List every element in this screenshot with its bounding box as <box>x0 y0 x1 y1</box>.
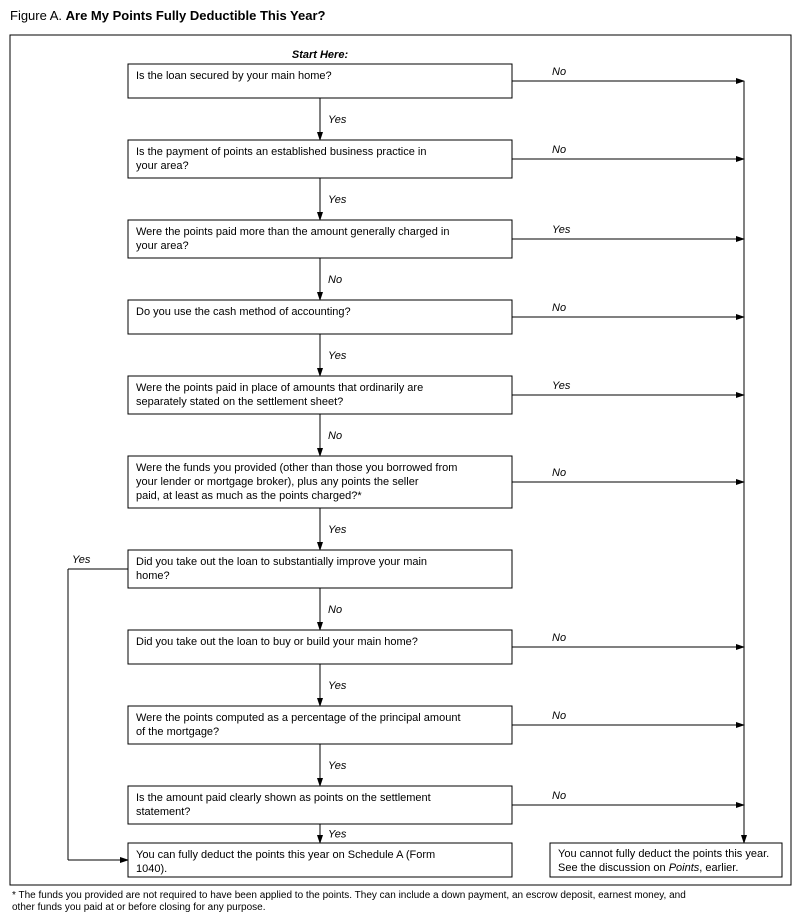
question-text-q10: statement? <box>136 806 190 818</box>
result-success-text: 1040). <box>136 863 167 875</box>
footnote: * The funds you provided are not require… <box>12 890 686 901</box>
down-label-q10: Yes <box>328 829 347 841</box>
side-label-q5: Yes <box>552 380 571 392</box>
question-text-q6: your lender or mortgage broker), plus an… <box>136 476 419 488</box>
down-label-q9: Yes <box>328 760 347 772</box>
side-label-q2: No <box>552 144 566 156</box>
down-label-q1: Yes <box>328 114 347 126</box>
svg-text:Figure A. Are My Points Fully: Figure A. Are My Points Fully Deductible… <box>10 8 326 23</box>
question-text-q2: your area? <box>136 160 189 172</box>
question-text-q3: your area? <box>136 240 189 252</box>
question-text-q9: of the mortgage? <box>136 726 219 738</box>
result-success-text: You can fully deduct the points this yea… <box>136 849 435 861</box>
side-label-q10: No <box>552 790 566 802</box>
down-label-q6: Yes <box>328 524 347 536</box>
down-label-q8: Yes <box>328 680 347 692</box>
side-label-q8: No <box>552 632 566 644</box>
question-text-q6: Were the funds you provided (other than … <box>136 462 457 474</box>
side-label-q1: No <box>552 66 566 78</box>
question-text-q5: separately stated on the settlement shee… <box>136 396 343 408</box>
side-label-q7: Yes <box>72 554 91 566</box>
down-label-q3: No <box>328 274 342 286</box>
result-fail-text: You cannot fully deduct the points this … <box>558 848 769 860</box>
question-text-q10: Is the amount paid clearly shown as poin… <box>136 792 431 804</box>
question-text-q8: Did you take out the loan to buy or buil… <box>136 636 418 648</box>
footnote: other funds you paid at or before closin… <box>12 902 266 913</box>
result-fail-text-2: See the discussion on Points, earlier. <box>558 862 738 874</box>
side-label-q3: Yes <box>552 224 571 236</box>
figure-title: Figure A. Are My Points Fully Deductible… <box>10 8 326 23</box>
question-text-q1: Is the loan secured by your main home? <box>136 70 332 82</box>
side-label-q9: No <box>552 710 566 722</box>
question-text-q9: Were the points computed as a percentage… <box>136 712 461 724</box>
question-text-q5: Were the points paid in place of amounts… <box>136 382 423 394</box>
question-text-q2: Is the payment of points an established … <box>136 146 426 158</box>
side-label-q4: No <box>552 302 566 314</box>
question-text-q4: Do you use the cash method of accounting… <box>136 306 351 318</box>
start-here-label: Start Here: <box>292 49 349 61</box>
side-label-q6: No <box>552 467 566 479</box>
question-text-q7: Did you take out the loan to substantial… <box>136 556 427 568</box>
question-text-q7: home? <box>136 570 170 582</box>
down-label-q5: No <box>328 430 342 442</box>
down-label-q2: Yes <box>328 194 347 206</box>
question-text-q3: Were the points paid more than the amoun… <box>136 226 450 238</box>
down-label-q4: Yes <box>328 350 347 362</box>
question-text-q6: paid, at least as much as the points cha… <box>136 490 362 502</box>
down-label-q7: No <box>328 604 342 616</box>
